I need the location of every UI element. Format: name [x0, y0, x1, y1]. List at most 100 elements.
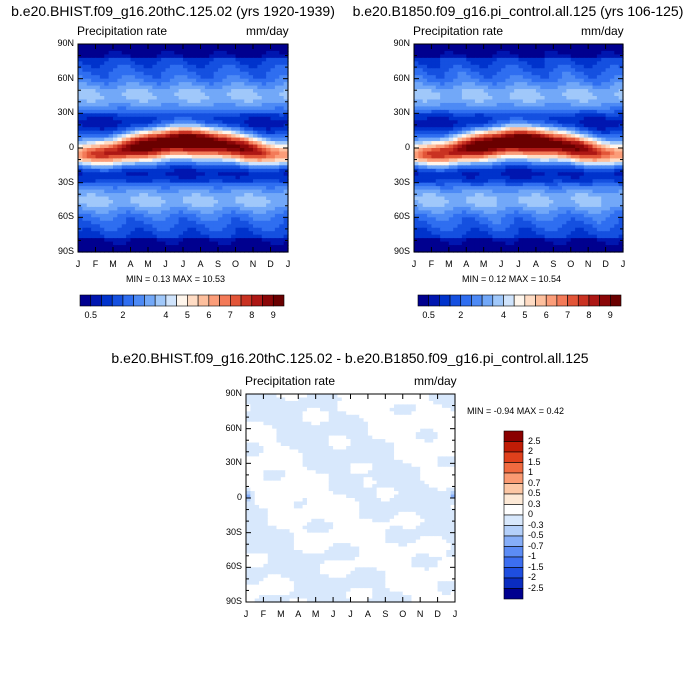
heatmap-cell [479, 154, 485, 159]
heatmap-cell [143, 92, 149, 97]
heatmap-cell [531, 161, 537, 166]
heatmap-cell [496, 137, 502, 142]
heatmap-cell [492, 109, 498, 114]
heatmap-cell [126, 57, 132, 62]
heatmap-cell [440, 50, 446, 55]
heatmap-cell [86, 175, 92, 180]
heatmap-cell [148, 106, 153, 111]
heatmap-cell [226, 234, 232, 239]
heatmap-cell [130, 92, 136, 97]
heatmap-cell [226, 158, 232, 163]
heatmap-cell [126, 189, 132, 194]
heatmap-cell [235, 241, 241, 246]
heatmap-cell [200, 227, 206, 232]
heatmap-cell [99, 75, 105, 80]
heatmap-cell [209, 248, 215, 253]
heatmap-cell [156, 113, 162, 118]
heatmap-cell [78, 75, 83, 80]
heatmap-cell [270, 186, 276, 191]
heatmap-cell [104, 85, 110, 90]
heatmap-cell [605, 106, 611, 111]
heatmap-cell [239, 158, 245, 163]
heatmap-cell [86, 151, 92, 156]
heatmap-cell [196, 123, 202, 128]
heatmap-cell [570, 186, 576, 191]
heatmap-cell [279, 102, 285, 107]
heatmap-cell [501, 141, 507, 146]
heatmap-cell [557, 120, 563, 125]
heatmap-cell [174, 82, 180, 87]
heatmap-cell [548, 113, 554, 118]
heatmap-cell [108, 186, 114, 191]
heatmap-cell [244, 71, 250, 76]
heatmap-cell [444, 154, 450, 159]
heatmap-cell [91, 89, 97, 94]
heatmap-cell [99, 64, 105, 69]
heatmap-cell [248, 234, 254, 239]
heatmap-cell [579, 44, 585, 49]
heatmap-cell [531, 154, 537, 159]
heatmap-cell [99, 234, 105, 239]
heatmap-cell [270, 106, 276, 111]
heatmap-cell [505, 75, 511, 80]
heatmap-cell [418, 127, 424, 132]
heatmap-cell [165, 109, 171, 114]
heatmap-cell [148, 234, 153, 239]
heatmap-cell [609, 106, 615, 111]
heatmap-cell [418, 89, 424, 94]
heatmap-cell [239, 196, 245, 201]
heatmap-cell [139, 113, 145, 118]
heatmap-cell [466, 172, 472, 177]
heatmap-cell [108, 238, 114, 243]
heatmap-cell [261, 109, 267, 114]
heatmap-cell [91, 186, 97, 191]
heatmap-cell [187, 217, 193, 222]
heatmap-cell [148, 241, 153, 246]
heatmap-cell [427, 130, 433, 135]
heatmap-cell [134, 154, 140, 159]
heatmap-cell [187, 154, 193, 159]
heatmap-cell [218, 179, 223, 184]
heatmap-cell [117, 168, 123, 173]
heatmap-cell [143, 203, 149, 208]
heatmap-cell [183, 158, 188, 163]
heatmap-cell [483, 175, 489, 180]
heatmap-cell [418, 96, 424, 101]
heatmap-cell [196, 47, 202, 52]
heatmap-cell [440, 151, 446, 156]
heatmap-cell [457, 134, 463, 139]
heatmap-cell [204, 168, 210, 173]
heatmap-cell [130, 161, 136, 166]
heatmap-cell [548, 68, 554, 73]
heatmap-cell [200, 61, 206, 66]
heatmap-cell [518, 158, 524, 163]
heatmap-cell [592, 68, 598, 73]
heatmap-cell [544, 116, 550, 121]
heatmap-cell [169, 148, 175, 153]
heatmap-cell [575, 175, 581, 180]
heatmap-cell [435, 120, 441, 125]
heatmap-cell [143, 144, 149, 149]
heatmap-cell [601, 96, 607, 101]
heatmap-cell [557, 71, 563, 76]
heatmap-cell [204, 64, 210, 69]
heatmap-cell [435, 113, 441, 118]
heatmap-cell [196, 196, 202, 201]
heatmap-cell [130, 241, 136, 246]
heatmap-cell [222, 64, 228, 69]
heatmap-cell [474, 102, 480, 107]
heatmap-cell [248, 89, 254, 94]
heatmap-cell [187, 151, 193, 156]
heatmap-cell [492, 172, 498, 177]
heatmap-cell [244, 113, 250, 118]
heatmap-cell [614, 47, 620, 52]
heatmap-cell [86, 82, 92, 87]
heatmap-cell [253, 134, 258, 139]
heatmap-cell [165, 224, 171, 229]
heatmap-cell [605, 165, 611, 170]
heatmap-cell [178, 57, 184, 62]
heatmap-cell [134, 127, 140, 132]
heatmap-cell [562, 179, 567, 184]
heatmap-cell [226, 172, 232, 177]
heatmap-cell [440, 47, 446, 52]
